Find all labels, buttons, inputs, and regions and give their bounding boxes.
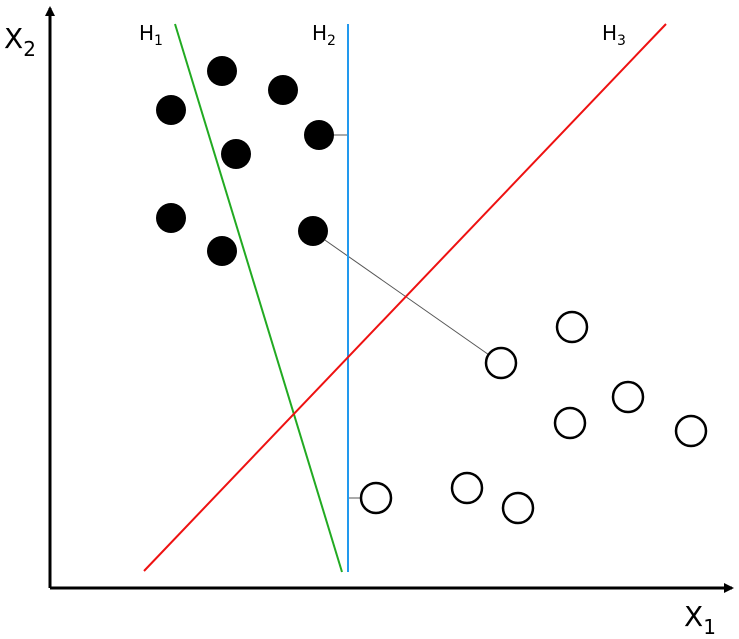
- h3-label: H3: [602, 21, 626, 49]
- h2-label: H2: [312, 21, 336, 49]
- class-filled: [156, 56, 334, 266]
- margin-lines: [321, 134, 493, 499]
- hyperplane-h3: [143, 23, 667, 572]
- class-open: [359, 310, 708, 525]
- hyperplane-h1: [174, 23, 343, 573]
- y-axis-label: X2: [4, 22, 36, 61]
- h1-label: H1: [139, 21, 163, 49]
- x-axis-label: X1: [684, 600, 716, 639]
